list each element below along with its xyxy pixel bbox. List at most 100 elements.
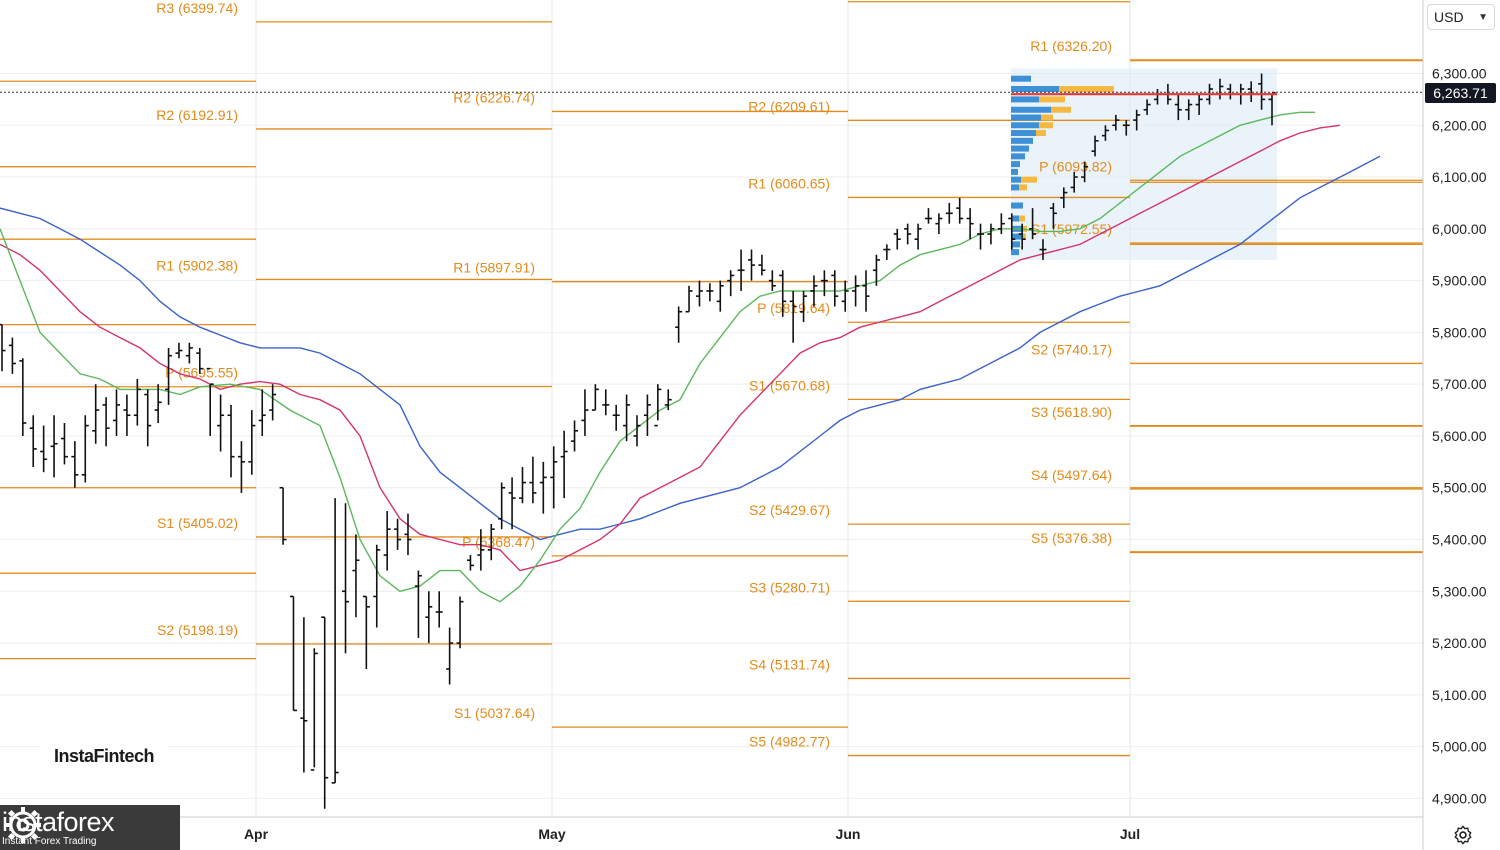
ohlc-bar [19, 358, 27, 436]
pivot-label: S5 (4982.77) [749, 734, 830, 750]
ohlc-bar [1185, 99, 1193, 121]
ohlc-bar [924, 208, 932, 224]
pivot-label: P (5695.55) [165, 364, 238, 380]
ohlc-bar [893, 228, 901, 250]
y-tick-label: 5,500.00 [1432, 480, 1487, 496]
ohlc-bar [675, 306, 683, 343]
x-tick-label: May [538, 826, 565, 842]
ohlc-bar [92, 384, 100, 444]
volume-bar-blue [1011, 241, 1020, 248]
ohlc-bar [289, 595, 297, 712]
ohlc-bar [0, 323, 6, 372]
y-tick-label: 5,200.00 [1432, 635, 1487, 651]
volume-bar-orange [1051, 106, 1071, 113]
y-tick-label: 5,800.00 [1432, 324, 1487, 340]
ohlc-bar [71, 441, 79, 488]
ohlc-bar [1133, 109, 1141, 131]
pivot-label: S1 (5972.55) [1031, 221, 1112, 237]
pivot-label: S1 (5405.02) [157, 515, 238, 531]
pivot-label: S3 (5280.71) [749, 579, 830, 595]
ohlc-bar [581, 389, 589, 436]
ohlc-bar [768, 270, 776, 291]
volume-bar-orange [1039, 122, 1053, 129]
ohlc-bar [123, 394, 131, 436]
pivot-label: R1 (6326.20) [1030, 38, 1112, 54]
ohlc-bar [789, 290, 797, 343]
currency-select[interactable]: USD ▼ [1427, 4, 1495, 30]
pivot-label: S3 (5618.90) [1031, 404, 1112, 420]
ohlc-bar [748, 249, 756, 281]
ohlc-bar [383, 511, 391, 571]
ohlc-bar [820, 270, 828, 297]
ohlc-bar [466, 555, 474, 571]
ohlc-bar [446, 627, 454, 685]
instaforex-logo-icon [5, 807, 41, 843]
ohlc-bar [1258, 73, 1266, 110]
ohlc-bar [487, 523, 495, 561]
ohlc-bar [144, 389, 152, 447]
ohlc-bar [237, 441, 245, 493]
ohlc-bar [81, 415, 89, 483]
ohlc-bar [1029, 208, 1037, 240]
ohlc-bar [362, 595, 370, 669]
ohlc-bar [831, 270, 839, 307]
ohlc-bar [217, 394, 225, 452]
volume-bar-blue [1011, 176, 1021, 183]
y-tick-label: 5,600.00 [1432, 428, 1487, 444]
ohlc-bar [456, 596, 464, 649]
ohlc-bar [612, 404, 620, 431]
ohlc-bar [133, 379, 141, 426]
ohlc-bar [1101, 125, 1109, 141]
ohlc-bar [498, 482, 506, 530]
gear-icon[interactable] [1452, 824, 1474, 846]
brand-tagline: Instant Forex Trading [2, 835, 97, 847]
ohlc-bar [1018, 223, 1026, 250]
ohlc-bar [518, 467, 526, 504]
ohlc-bar [987, 223, 995, 245]
ohlc-bar [258, 389, 266, 436]
x-tick-label: Jun [836, 826, 861, 842]
ma-mid-line [0, 124, 1341, 572]
ohlc-bar [394, 518, 402, 550]
ohlc-bar [904, 223, 912, 245]
ohlc-bar [883, 244, 891, 260]
ma-fast-line [0, 111, 1315, 603]
ohlc-bar [1049, 202, 1057, 229]
pivot-label: R1 (6060.65) [748, 175, 830, 191]
ohlc-bar [404, 513, 412, 556]
ohlc-bar [269, 384, 277, 421]
pivot-label: R2 (6192.91) [156, 107, 238, 123]
ohlc-bar [1081, 161, 1089, 183]
pivot-label: S2 (5740.17) [1031, 341, 1112, 357]
ohlc-bar [945, 202, 953, 224]
ohlc-bar [779, 270, 787, 317]
ohlc-bar [1008, 213, 1016, 250]
pivot-label: S1 (5670.68) [749, 377, 830, 393]
ohlc-bar [102, 397, 110, 447]
ma-slow-line [0, 155, 1381, 541]
ohlc-bar [602, 389, 610, 416]
volume-bar-orange [1041, 114, 1053, 121]
ohlc-bar [352, 534, 360, 618]
ohlc-bar [810, 275, 818, 307]
ohlc-bar [373, 544, 381, 628]
volume-bar-blue [1011, 249, 1019, 256]
ohlc-bar [154, 384, 162, 424]
pivot-label: S1 (5037.64) [454, 705, 535, 721]
pivot-label: P (6093.82) [1039, 158, 1112, 174]
ohlc-bar [716, 280, 724, 312]
pivot-label: P (5368.47) [462, 534, 535, 550]
y-tick-label: 6,100.00 [1432, 169, 1487, 185]
volume-bar-orange [1059, 86, 1114, 93]
price-overlay [0, 91, 1423, 96]
ohlc-bar [321, 616, 329, 809]
ohlc-bar [560, 430, 568, 499]
volume-bar-blue [1011, 233, 1021, 240]
pivot-label: S2 (5429.67) [749, 502, 830, 518]
ohlc-bar [1070, 171, 1078, 193]
volume-bar-orange [1021, 176, 1037, 183]
ohlc-bar [206, 367, 214, 436]
ohlc-bar [29, 415, 37, 468]
